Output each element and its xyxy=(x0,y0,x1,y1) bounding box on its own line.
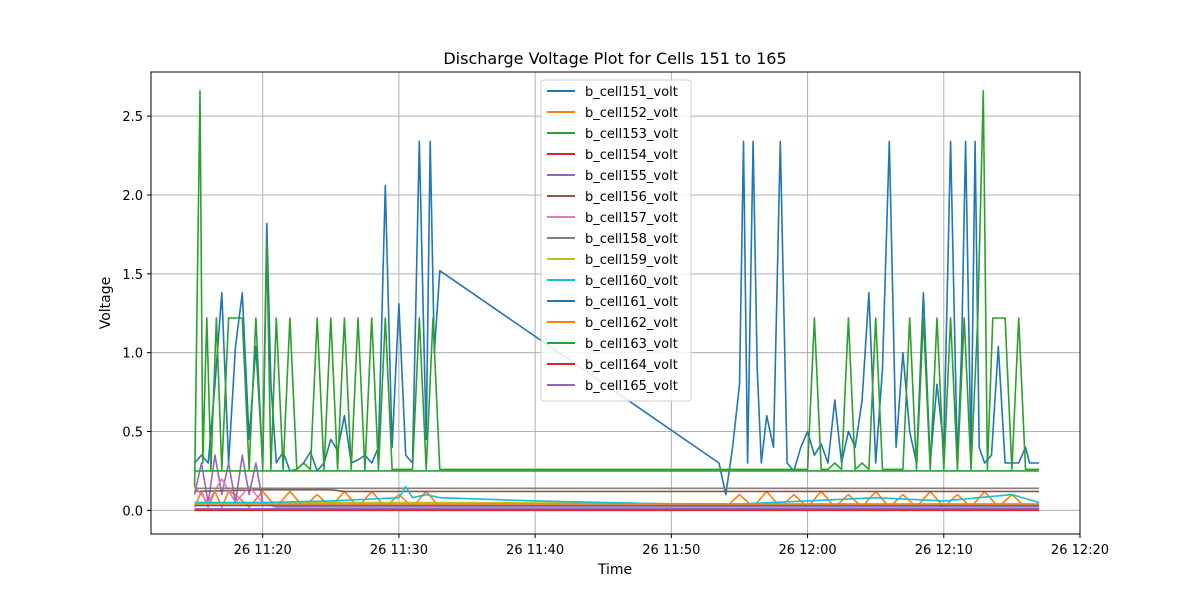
series-line-b_cell152_volt xyxy=(193,490,1040,509)
legend-box xyxy=(540,79,692,402)
legend-label: b_cell152_volt xyxy=(585,106,678,121)
x-tick-label: 26 11:30 xyxy=(370,543,428,558)
y-axis-ticks: 0.0 0.5 1.0 1.5 2.0 2.5 xyxy=(122,110,151,519)
legend-label: b_cell165_volt xyxy=(585,379,678,394)
series-line-b_cell157_volt xyxy=(193,477,1040,509)
x-tick-label: 26 11:20 xyxy=(234,543,292,558)
legend-label: b_cell160_volt xyxy=(585,274,678,289)
legend-label: b_cell151_volt xyxy=(585,85,678,100)
legend-label: b_cell164_volt xyxy=(585,358,678,373)
series-line-b_cell156_volt xyxy=(194,488,1040,493)
y-tick-label: 0.5 xyxy=(122,426,143,441)
y-axis-label: Voltage xyxy=(98,277,114,330)
legend-label: b_cell161_volt xyxy=(585,295,678,310)
series-line-b_cell160_volt xyxy=(194,485,1040,505)
y-tick-label: 1.0 xyxy=(122,347,143,362)
x-tick-label: 26 12:10 xyxy=(915,543,973,558)
x-axis-ticks: 26 11:20 26 11:30 26 11:40 26 11:50 26 12:00… xyxy=(234,534,1109,558)
y-tick-label: 0.0 xyxy=(122,504,143,519)
legend-label: b_cell163_volt xyxy=(585,337,678,352)
x-tick-label: 26 12:00 xyxy=(778,543,836,558)
legend-label: b_cell154_volt xyxy=(585,148,678,163)
y-tick-label: 2.5 xyxy=(122,110,143,125)
legend-label: b_cell162_volt xyxy=(585,316,678,331)
x-axis-label: Time xyxy=(597,562,632,578)
x-tick-label: 26 11:40 xyxy=(506,543,564,558)
legend: b_cell151_volt b_cell152_volt b_cell153_vo… xyxy=(540,79,692,402)
legend-label: b_cell157_volt xyxy=(585,211,678,226)
series-line-b_cell153_volt xyxy=(193,90,1040,487)
y-tick-label: 1.5 xyxy=(122,268,143,283)
x-tick-label: 26 11:50 xyxy=(642,543,700,558)
plot-frame xyxy=(150,71,1081,535)
legend-label: b_cell159_volt xyxy=(585,253,678,268)
legend-label: b_cell156_volt xyxy=(585,190,678,205)
y-tick-label: 2.0 xyxy=(122,189,143,204)
series-lines xyxy=(193,90,1040,512)
legend-label: b_cell155_volt xyxy=(585,169,678,184)
x-tick-label: 26 12:20 xyxy=(1051,543,1109,558)
chart-title: Discharge Voltage Plot for Cells 151 to … xyxy=(443,49,786,68)
legend-label: b_cell153_volt xyxy=(585,127,678,142)
legend-label: b_cell158_volt xyxy=(585,232,678,247)
